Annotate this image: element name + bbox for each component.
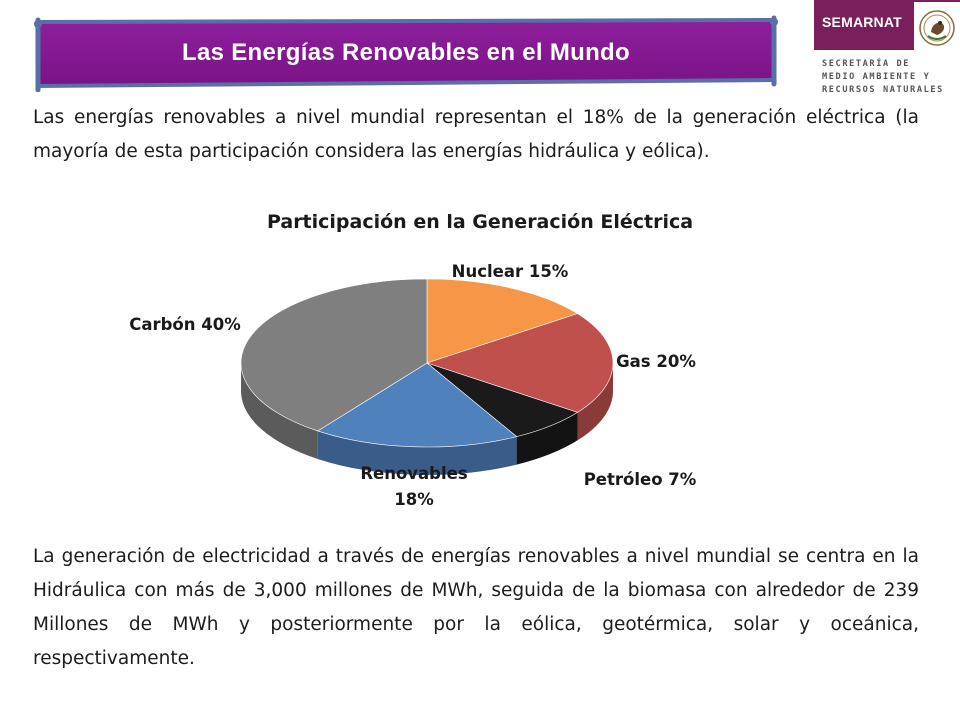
logo-line: SECRETARÍA DE: [822, 59, 911, 69]
pie-tops: [240, 278, 614, 448]
pie-slice-label: Carbón 40%: [129, 315, 241, 334]
pie-slice-label: Gas 20%: [616, 352, 696, 371]
pie-chart: Nuclear 15% Gas 20% Petróleo 7% Renovables 1…: [100, 205, 860, 530]
page-title: Las Energías Renovables en el Mundo: [182, 39, 630, 66]
pie-slice-side: [241, 364, 318, 459]
pie-slice: [426, 278, 579, 364]
pie-sides: [241, 363, 613, 475]
chart-title: Participación en la Generación Eléctrica: [266, 211, 694, 233]
pie-labels: Nuclear 15% Gas 20% Petróleo 7% Renovables 1…: [129, 262, 697, 509]
logo-text: SECRETARÍA DE MEDIO AMBIENTE Y RECURSOS …: [822, 58, 958, 97]
logo-line: MEDIO AMBIENTE Y: [822, 72, 931, 82]
pie-slice: [240, 278, 428, 432]
pie-slice-side: [317, 430, 517, 475]
semarnat-logo: SEMARNAT SECRETARÍA DE MEDIO AMBIENTE Y …: [814, 0, 960, 104]
pie-slice: [426, 313, 614, 413]
pie-slice-side: [577, 363, 613, 441]
national-seal-icon: [914, 2, 960, 50]
pie-chart-svg: Nuclear 15% Gas 20% Petróleo 7% Renovables 1…: [129, 262, 697, 509]
pie-slice-label: Nuclear 15%: [452, 262, 569, 281]
outro-paragraph: La generación de electricidad a través d…: [33, 546, 919, 669]
pie-slice-side: [516, 412, 578, 465]
logo-name: SEMARNAT: [822, 14, 902, 30]
intro-paragraph: Las energías renovables a nivel mundial …: [33, 107, 919, 162]
pie-slice-label: Petróleo 7%: [584, 470, 697, 489]
banner-scroll-shape: [34, 15, 778, 92]
pie-slice: [316, 362, 518, 448]
pie-slice-label: Renovables 18%: [360, 464, 468, 509]
logo-line: RECURSOS NATURALES: [822, 85, 944, 95]
title-banner: Las Energías Renovables en el Mundo: [30, 14, 782, 92]
